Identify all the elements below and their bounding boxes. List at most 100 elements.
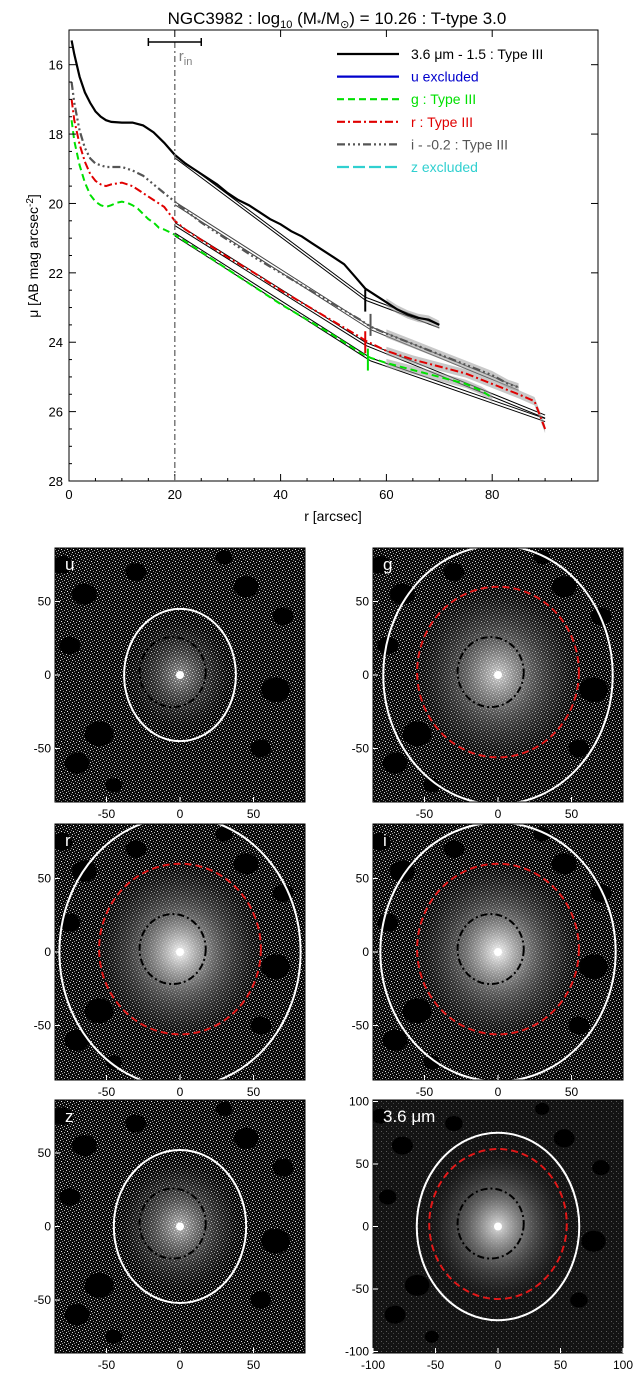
masked-source — [272, 607, 294, 625]
legend-label-r: r : Type III — [411, 114, 473, 130]
panel-x-tick-label: 0 — [495, 1358, 502, 1372]
panel-x-tick-label: 50 — [247, 1358, 261, 1372]
x-axis-label: r [arcsec] — [304, 508, 362, 524]
panel-x-tick-label: -50 — [98, 807, 116, 821]
masked-source — [233, 853, 259, 875]
fit-line — [174, 232, 371, 359]
masked-source — [402, 721, 432, 747]
inner-ellipse — [138, 913, 207, 986]
inner-ellipse — [456, 636, 525, 709]
outer-ellipse — [112, 1149, 248, 1304]
legend-label-ir: 3.6 μm - 1.5 : Type III — [411, 46, 543, 62]
masked-source — [568, 1016, 590, 1035]
legend-label-z: z excluded — [411, 159, 478, 175]
series-r-error-band — [386, 346, 546, 434]
panel-x-tick-label: 50 — [565, 1085, 579, 1099]
outer-ellipse — [382, 548, 614, 802]
fit-line — [174, 157, 366, 301]
masked-source — [424, 1330, 439, 1343]
masked-source — [215, 550, 233, 565]
masked-source — [402, 998, 432, 1024]
panel-band-label: u — [65, 555, 74, 574]
masked-source — [215, 827, 233, 842]
panel-y-tick-label: 0 — [44, 1220, 51, 1234]
panel-band-label: 3.6 μm — [383, 1107, 435, 1126]
panel-y-tick-label: 0 — [362, 1220, 369, 1234]
y-tick-label: 24 — [49, 335, 63, 350]
y-axis-label: μ [AB mag arcsec-2] — [25, 194, 41, 318]
r-in-label: rin — [179, 48, 193, 68]
masked-source — [125, 1114, 147, 1133]
masked-source — [592, 1160, 610, 1176]
masked-source — [443, 840, 465, 858]
masked-source — [261, 1228, 290, 1254]
profile-series — [70, 40, 547, 434]
masked-source — [59, 1188, 80, 1206]
masked-source — [84, 1272, 114, 1298]
masked-source — [55, 1107, 73, 1126]
profile-chart: NGC3982 : log10 (M*/M⊙) = 10.26 : T-type… — [25, 9, 599, 524]
masked-source — [72, 583, 97, 605]
galaxy-core — [494, 948, 502, 956]
masked-source — [551, 576, 577, 598]
masked-source — [272, 1158, 294, 1177]
masked-source — [261, 677, 290, 703]
panel-2: g -50 0 50 50 0 -50 — [352, 547, 624, 821]
masked-source — [105, 1055, 123, 1070]
masked-source — [233, 576, 259, 598]
inner-ellipse — [456, 1187, 525, 1260]
break-markers — [364, 289, 372, 371]
panel-x-tick-label: -50 — [98, 1085, 116, 1099]
galaxy-core — [176, 948, 184, 956]
panel-x-tick-label: 100 — [613, 1358, 633, 1372]
panel-x-tick-label: 50 — [554, 1358, 568, 1372]
panel-x-tick-label: 0 — [177, 1358, 184, 1372]
panel-y-tick-label: -100 — [345, 1345, 369, 1359]
masked-source — [390, 860, 415, 882]
series-ir-line — [70, 40, 440, 326]
panel-x-tick-label: 0 — [177, 807, 184, 821]
x-axis-ticks: 0 20 40 60 80 — [65, 30, 573, 502]
panel-3: r -50 0 50 50 0 -50 — [34, 823, 306, 1099]
masked-source — [384, 1305, 406, 1324]
masked-source — [233, 1127, 259, 1149]
masked-source — [590, 884, 612, 902]
panel-4: i -50 0 50 50 0 -50 — [352, 823, 624, 1099]
panel-x-tick-label: 50 — [247, 1085, 261, 1099]
masked-source — [391, 1136, 413, 1155]
panel-y-tick-label: 0 — [362, 668, 369, 682]
masked-source — [105, 778, 123, 793]
panel-x-tick-label: -50 — [427, 1358, 445, 1372]
plot-frame — [68, 29, 599, 482]
y-tick-label: 20 — [49, 196, 63, 211]
panel-band-label: g — [383, 555, 392, 574]
masked-source — [64, 752, 90, 774]
panel-1: u -50 0 50 50 0 -50 — [34, 547, 306, 821]
masked-source — [250, 1016, 272, 1035]
r-in-marker: rin — [147, 38, 202, 481]
panel-y-tick-label: 0 — [44, 945, 51, 959]
chart-title: NGC3982 : log10 (M*/M⊙) = 10.26 : T-type… — [168, 9, 507, 31]
panel-band-label: z — [65, 1107, 74, 1126]
masked-source — [250, 1291, 272, 1309]
masked-source — [390, 583, 415, 605]
panel-band-label: i — [383, 831, 387, 850]
break-ellipse — [428, 1148, 568, 1300]
panel-y-tick-label: -50 — [34, 742, 52, 756]
masked-source — [382, 752, 408, 774]
masked-source — [59, 636, 80, 655]
masked-source — [55, 555, 73, 574]
masked-source — [581, 1230, 606, 1252]
panel-y-tick-label: -50 — [34, 1293, 52, 1307]
fit-line — [370, 360, 546, 423]
masked-source — [423, 778, 441, 793]
masked-source — [553, 1129, 575, 1148]
masked-source — [535, 1102, 550, 1115]
panel-y-tick-label: -50 — [352, 1019, 370, 1033]
x-tick-label: 20 — [168, 487, 182, 502]
masked-source — [125, 840, 147, 858]
masked-source — [55, 832, 73, 851]
y-axis-ticks: 16 18 20 22 24 26 28 — [49, 29, 598, 489]
masked-source — [272, 884, 294, 902]
